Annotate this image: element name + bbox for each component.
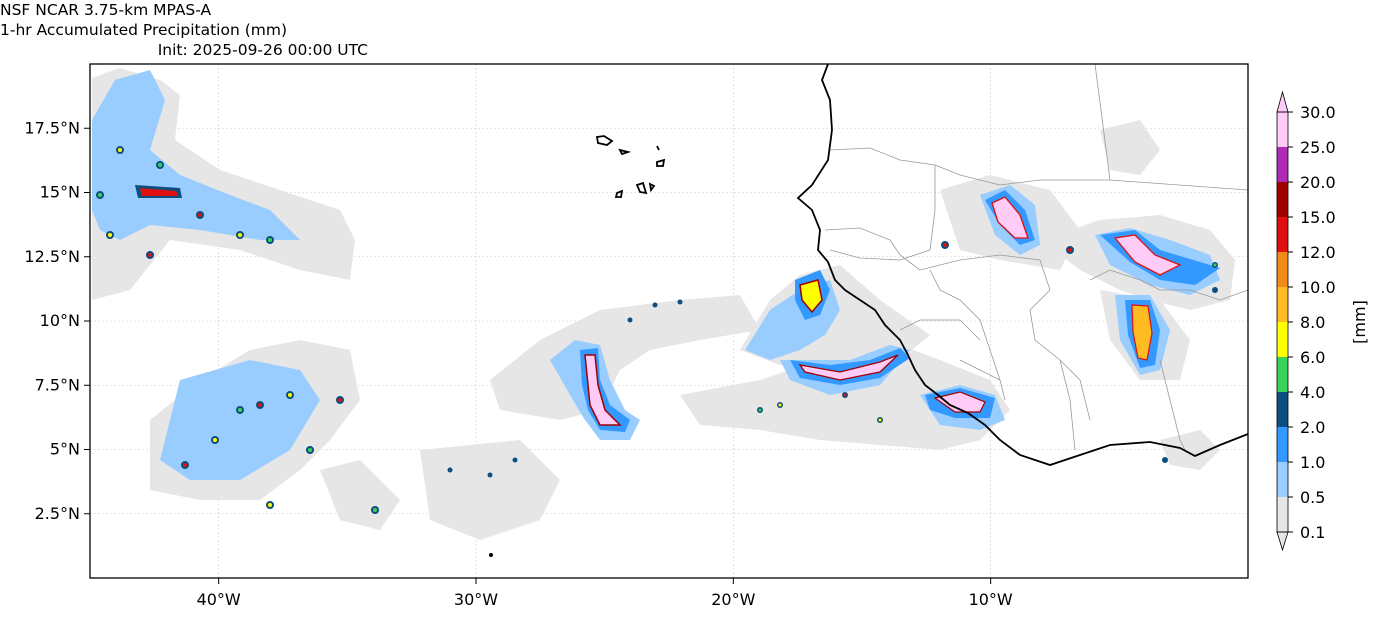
colorbar-tick-label: 20.0 xyxy=(1300,173,1336,192)
colorbar: 0.1 0.5 1.0 2.0 4.0 6.0 8.0 10.0 12.0 15.0 20.0 25.… xyxy=(1276,90,1369,552)
country-borders xyxy=(824,64,1248,451)
colorbar-tick-label: 4.0 xyxy=(1300,383,1325,402)
precip-heavy-cores xyxy=(135,185,1220,432)
map-area xyxy=(90,64,1248,578)
colorbar-swatch xyxy=(1277,427,1288,462)
colorbar-tick-label: 30.0 xyxy=(1300,103,1336,122)
lat-tick-label: 17.5°N xyxy=(24,118,80,137)
lat-tick-label: 7.5°N xyxy=(35,375,80,394)
colorbar-swatch xyxy=(1277,217,1288,252)
lat-tick-label: 10°N xyxy=(40,311,80,330)
colorbar-swatch xyxy=(1277,357,1288,392)
colorbar-tick-label: 15.0 xyxy=(1300,208,1336,227)
colorbar-swatch xyxy=(1277,182,1288,217)
lon-tick-label: 20°W xyxy=(711,590,755,609)
lat-tick-label: 15°N xyxy=(40,183,80,202)
colorbar-unit-label: [mm] xyxy=(1350,300,1369,344)
lat-tick-label: 2.5°N xyxy=(35,504,80,523)
colorbar-tick-label: 8.0 xyxy=(1300,313,1325,332)
colorbar-tick-label: 0.1 xyxy=(1300,523,1325,542)
colorbar-tick-label: 0.5 xyxy=(1300,488,1325,507)
map-axis-ticks: 17.5°N 15°N 12.5°N 10°N 7.5°N 5°N 2.5°N 40°W 30°… xyxy=(24,118,1013,609)
colorbar-tick-label: 2.0 xyxy=(1300,418,1325,437)
lat-tick-label: 12.5°N xyxy=(24,247,80,266)
colorbar-swatch xyxy=(1277,147,1288,182)
colorbar-tick-label: 1.0 xyxy=(1300,453,1325,472)
colorbar-extend-max xyxy=(1276,90,1289,113)
coastline xyxy=(595,64,1248,466)
lon-tick-label: 40°W xyxy=(197,590,241,609)
lon-tick-label: 30°W xyxy=(454,590,498,609)
colorbar-swatch xyxy=(1277,462,1288,497)
colorbar-tick-label: 6.0 xyxy=(1300,348,1325,367)
colorbar-swatch xyxy=(1277,287,1288,322)
precip-scattered-cells xyxy=(96,146,1218,557)
lon-tick-label: 10°W xyxy=(969,590,1013,609)
model-title: NSF NCAR 3.75-km MPAS-A xyxy=(0,1,212,19)
colorbar-tick-label: 12.0 xyxy=(1300,243,1336,262)
field-title: 1-hr Accumulated Precipitation (mm) xyxy=(0,21,287,39)
colorbar-swatch xyxy=(1277,252,1288,287)
colorbar-extend-min xyxy=(1276,531,1289,552)
colorbar-tick-label: 25.0 xyxy=(1300,138,1336,157)
colorbar-swatch xyxy=(1277,322,1288,357)
init-time: Init: 2025-09-26 00:00 UTC xyxy=(157,41,368,59)
colorbar-swatch xyxy=(1277,112,1288,147)
colorbar-swatch xyxy=(1277,497,1288,532)
colorbar-tick-label: 10.0 xyxy=(1300,278,1336,297)
colorbar-swatch xyxy=(1277,392,1288,427)
lat-tick-label: 5°N xyxy=(50,440,80,459)
